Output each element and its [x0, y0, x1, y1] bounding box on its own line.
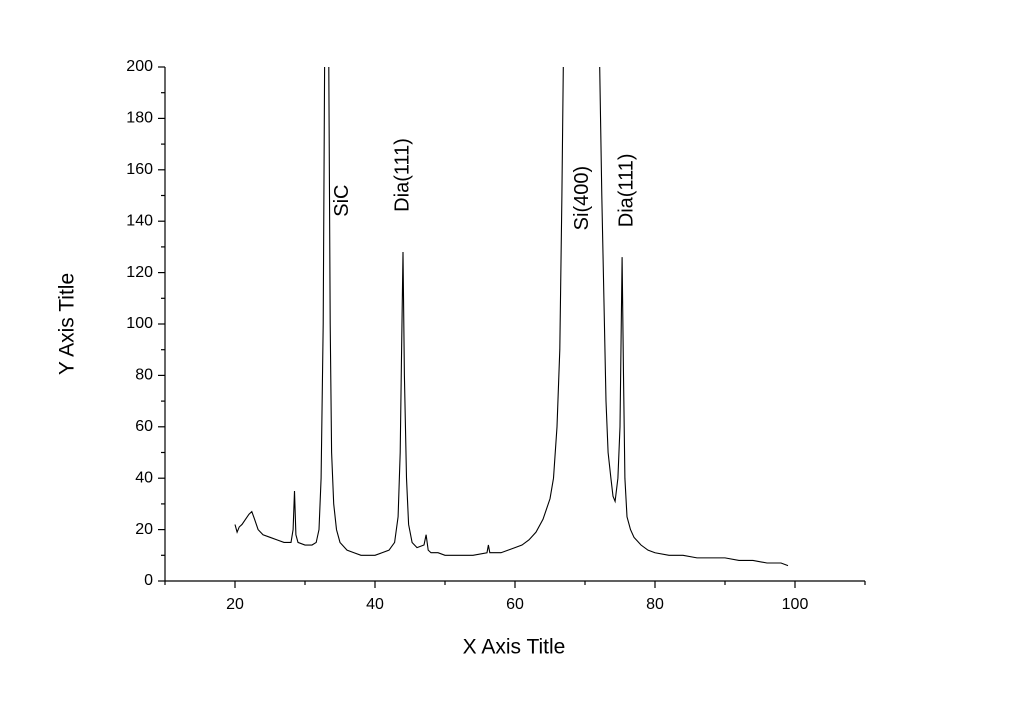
peak-annotation: Si(400)	[571, 166, 593, 230]
x-axis-title: X Axis Title	[463, 636, 566, 659]
y-tick-label: 180	[126, 110, 153, 127]
y-tick-label: 0	[144, 572, 153, 589]
y-tick-label: 200	[126, 58, 153, 75]
peak-annotation: Dia(111)	[391, 138, 413, 212]
y-tick-label: 100	[126, 315, 153, 332]
y-tick-label: 140	[126, 212, 153, 229]
y-tick-label: 20	[135, 521, 153, 538]
x-tick-label: 100	[782, 596, 809, 613]
x-tick-label: 80	[646, 596, 664, 613]
y-axis-title: Y Axis Title	[56, 273, 79, 375]
data-line	[234, 67, 789, 567]
y-tick-label: 160	[126, 161, 153, 178]
y-tick-label: 60	[135, 418, 153, 435]
x-tick-label: 40	[366, 596, 384, 613]
y-tick-label: 40	[135, 469, 153, 486]
x-tick-label: 60	[506, 596, 524, 613]
y-tick-label: 120	[126, 264, 153, 281]
x-tick-label: 20	[226, 596, 244, 613]
peak-annotation: Dia(111)	[615, 153, 637, 227]
y-tick-label: 80	[135, 367, 153, 384]
peak-annotation: SiC	[331, 185, 353, 217]
